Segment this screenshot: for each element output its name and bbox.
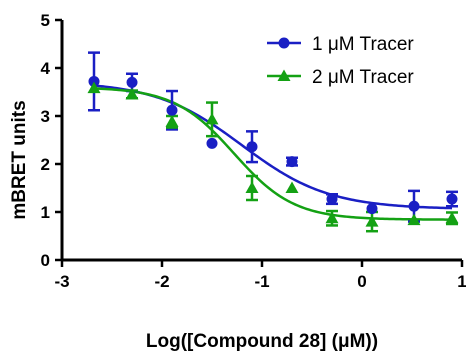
data-point — [445, 211, 459, 224]
data-point — [286, 156, 298, 168]
legend-marker — [278, 37, 290, 49]
axes-layer: -3 -2 -1 0 1 0 1 2 3 4 5 — [41, 11, 466, 291]
data-point — [285, 181, 299, 193]
y-tick-label: 1 — [41, 203, 50, 222]
y-tick-label: 0 — [41, 251, 50, 270]
data-point — [326, 193, 338, 205]
x-tick-label: 1 — [457, 272, 466, 291]
data-points — [87, 75, 459, 227]
data-point — [165, 115, 179, 127]
y-axis-title: mBRET units — [9, 100, 30, 219]
data-point — [205, 112, 219, 125]
fit-curves — [93, 84, 453, 221]
data-point — [408, 200, 420, 212]
legend-label: 2 μM Tracer — [312, 67, 414, 88]
fit-curve — [93, 84, 453, 210]
data-point — [446, 193, 458, 205]
legend-label: 1 μM Tracer — [312, 34, 414, 55]
data-point — [166, 104, 178, 116]
legend: 1 μM Tracer 2 μM Tracer — [267, 34, 414, 88]
y-tick-label: 3 — [41, 107, 50, 126]
data-point — [125, 87, 139, 100]
data-point — [245, 181, 259, 193]
x-tick-label: -2 — [154, 272, 169, 291]
data-point — [325, 211, 339, 224]
y-tick-label: 4 — [41, 59, 51, 78]
legend-marker — [277, 69, 291, 81]
x-tick-label: -1 — [254, 272, 269, 291]
data-point — [126, 76, 138, 88]
data-point — [407, 213, 421, 226]
y-tick-label: 2 — [41, 155, 50, 174]
x-axis-title: Log([Compound 28] (μM)) — [146, 331, 378, 352]
x-tick-label: -3 — [54, 272, 69, 291]
data-point — [366, 203, 378, 215]
data-point — [365, 215, 379, 227]
data-point — [206, 137, 218, 149]
data-point — [87, 81, 101, 94]
data-point — [88, 75, 100, 87]
fit-curve — [93, 87, 453, 221]
y-tick-label: 5 — [41, 11, 50, 30]
data-point — [246, 141, 258, 153]
x-tick-label: 0 — [357, 272, 366, 291]
